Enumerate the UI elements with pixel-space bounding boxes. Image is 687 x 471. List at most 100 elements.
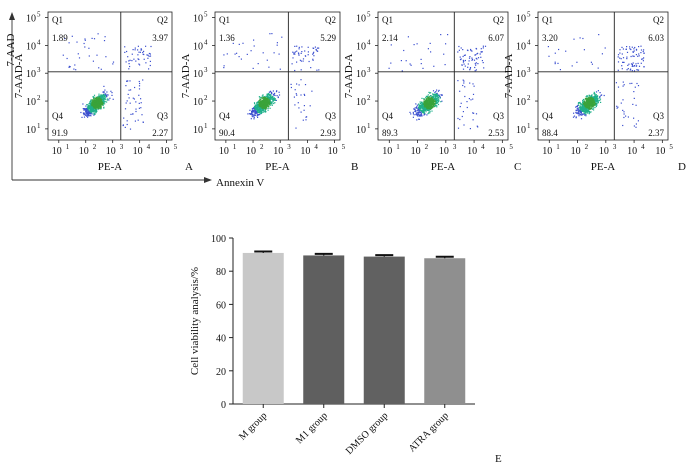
- scatter-dot: [419, 101, 421, 103]
- scatter-dot: [417, 109, 419, 111]
- scatter-dot: [586, 101, 588, 103]
- scatter-dot: [86, 107, 88, 109]
- scatter-dot: [580, 114, 582, 116]
- scatter-dot: [316, 47, 319, 49]
- scatter-dot: [100, 97, 102, 99]
- scatter-dot: [312, 53, 314, 55]
- scatter-dot: [98, 103, 100, 105]
- scatter-dot: [88, 105, 90, 107]
- scatter-dot: [262, 104, 264, 106]
- scatter-dot: [145, 45, 147, 47]
- scatter-dot: [300, 52, 302, 54]
- scatter-dot: [642, 50, 644, 53]
- y-tick-exponent: 4: [527, 38, 531, 46]
- scatter-dot: [138, 107, 140, 109]
- scatter-dot: [149, 60, 151, 62]
- scatter-dot: [589, 107, 591, 109]
- scatter-dot: [581, 103, 583, 105]
- scatter-dot: [433, 99, 435, 101]
- scatter-dot: [419, 108, 421, 110]
- scatter-dot: [108, 99, 110, 101]
- scatter-dot: [621, 53, 623, 55]
- scatter-dot: [483, 67, 485, 69]
- scatter-dot: [423, 112, 425, 114]
- scatter-dot: [253, 114, 255, 116]
- scatter-dot: [262, 101, 264, 103]
- scatter-dot: [460, 58, 462, 60]
- scatter-dot: [424, 109, 426, 111]
- scatter-dot: [265, 95, 267, 97]
- scatter-dot: [579, 107, 581, 109]
- scatter-dot: [604, 47, 606, 49]
- scatter-dot: [595, 104, 597, 106]
- scatter-dot: [140, 107, 142, 109]
- scatter-dot: [94, 110, 96, 112]
- x-tick-exponent: 2: [585, 143, 589, 151]
- bar-y-tick-label: 0: [221, 400, 226, 411]
- scatter-dot: [475, 47, 477, 50]
- scatter-dot: [261, 108, 263, 110]
- scatter-dot: [102, 100, 104, 102]
- scatter-dot: [106, 96, 108, 98]
- scatter-dot: [428, 98, 430, 101]
- scatter-dot: [430, 107, 432, 109]
- scatter-dot: [129, 102, 131, 104]
- scatter-dot: [238, 56, 240, 58]
- scatter-dot: [477, 52, 479, 54]
- scatter-dot: [135, 101, 137, 103]
- scatter-dot: [94, 101, 96, 103]
- scatter-dot: [410, 113, 412, 115]
- scatter-dot: [631, 46, 633, 48]
- scatter-dot: [474, 66, 476, 69]
- scatter-dot: [258, 101, 260, 103]
- scatter-dot: [92, 106, 94, 108]
- scatter-dot: [626, 56, 628, 58]
- scatter-dot: [104, 103, 106, 105]
- scatter-dot: [264, 110, 266, 113]
- scatter-dot: [593, 101, 595, 103]
- bar-category-label: DMSO group: [344, 410, 390, 456]
- y-tick-label: 10: [26, 125, 36, 136]
- scatter-dot: [258, 107, 260, 109]
- scatter-dot: [258, 107, 260, 109]
- scatter-dot: [623, 113, 625, 115]
- scatter-dot: [598, 34, 600, 36]
- scatter-dot: [251, 111, 253, 113]
- scatter-dot: [312, 52, 314, 54]
- scatter-dot: [460, 102, 462, 104]
- scatter-dot: [268, 106, 270, 108]
- scatter-dot: [298, 107, 300, 109]
- quadrant-name-q4: Q4: [52, 111, 63, 121]
- scatter-dot: [262, 106, 264, 108]
- scatter-dot: [98, 105, 100, 107]
- scatter-dot: [98, 98, 100, 100]
- scatter-dot: [425, 107, 427, 109]
- scatter-dot: [445, 43, 447, 45]
- scatter-dot: [468, 60, 470, 62]
- scatter-dot: [97, 98, 99, 100]
- scatter-dot: [430, 99, 432, 101]
- scatter-dot: [90, 109, 92, 111]
- scatter-dot: [263, 107, 265, 109]
- scatter-dot: [266, 105, 268, 107]
- scatter-dot: [418, 104, 420, 106]
- scatter-dot: [424, 103, 426, 105]
- scatter-dot: [416, 106, 418, 108]
- scatter-dot: [257, 104, 259, 106]
- scatter-dot: [629, 82, 631, 85]
- y-tick-exponent: 2: [204, 94, 208, 102]
- scatter-dot: [93, 102, 95, 104]
- scatter-dot: [426, 99, 428, 102]
- scatter-dot: [438, 100, 440, 102]
- scatter-dot: [418, 103, 420, 105]
- scatter-dot: [592, 97, 594, 99]
- scatter-dot: [432, 97, 434, 99]
- scatter-dot: [430, 100, 432, 102]
- scatter-dot: [92, 99, 94, 101]
- x-tick-exponent: 5: [174, 143, 178, 151]
- y-tick-exponent: 4: [367, 38, 371, 46]
- scatter-dot: [597, 67, 599, 69]
- x-tick-label: 10: [79, 146, 89, 157]
- scatter-dot: [586, 110, 588, 112]
- scatter-dot: [436, 89, 438, 91]
